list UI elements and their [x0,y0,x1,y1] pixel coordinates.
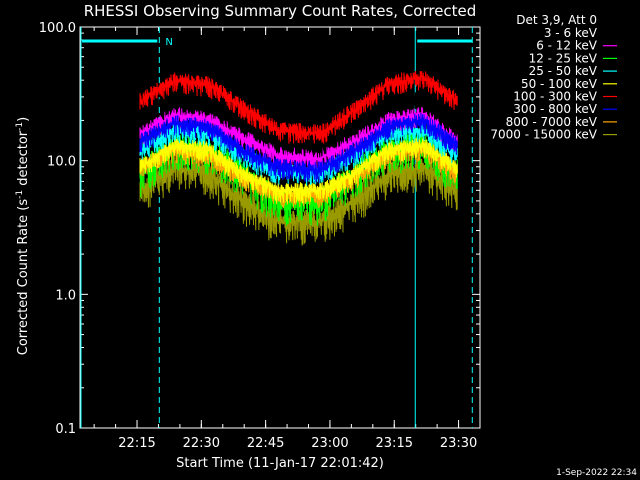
y-tick-label: 10.0 [47,155,76,170]
y-axis-label: Corrected Count Rate (s-1 detector-1) [15,117,31,355]
legend-label: 6 - 12 keV [536,39,598,53]
x-tick-label: 23:00 [311,436,348,451]
legend-label: 7000 - 15000 keV [490,128,597,142]
legend-label: 25 - 50 keV [529,64,598,78]
y-tick-label: 0.1 [55,422,76,437]
series-line [139,87,458,158]
x-tick-label: 23:15 [376,436,413,451]
x-tick-label: 22:30 [183,436,220,451]
flag-label: N [165,37,172,48]
y-axis-label-main: Corrected Count Rate (s [16,199,31,356]
legend-label: 800 - 7000 keV [506,115,598,129]
series-line [139,112,458,183]
y-axis-label-mid: detector [16,130,31,190]
legend-header: Det 3,9, Att 0 [516,13,597,27]
x-tick-label: 22:45 [247,436,284,451]
x-tick-label: 23:30 [440,436,477,451]
x-tick-label: 22:15 [118,436,155,451]
legend-label: 100 - 300 keV [513,90,597,104]
y-tick-label: 1.0 [55,288,76,303]
timestamp: 1-Sep-2022 22:34 [556,468,637,478]
y-axis-label-sup1: -1 [15,190,25,199]
legend-label: 50 - 100 keV [521,77,598,91]
series-line [139,152,458,246]
x-axis-label: Start Time (11-Jan-17 22:01:42) [176,456,384,471]
y-axis-label-sup2: -1 [15,122,25,131]
y-tick-label: 100.0 [39,21,76,36]
series-line [139,137,458,204]
plot-area: 0.1 1.0 10.0 100.0 22:15 22:30 22:45 23:00 23:15… [39,21,617,451]
chart-title: RHESSI Observing Summary Count Rates, Co… [84,2,477,20]
legend-label: 300 - 800 keV [513,102,597,116]
legend-label: 3 - 6 keV [544,26,598,40]
plot-frame [79,26,481,429]
series-line [139,106,458,170]
y-axis-label-end: ) [16,117,31,122]
legend-label: 12 - 25 keV [529,51,598,65]
series-line [139,70,458,144]
